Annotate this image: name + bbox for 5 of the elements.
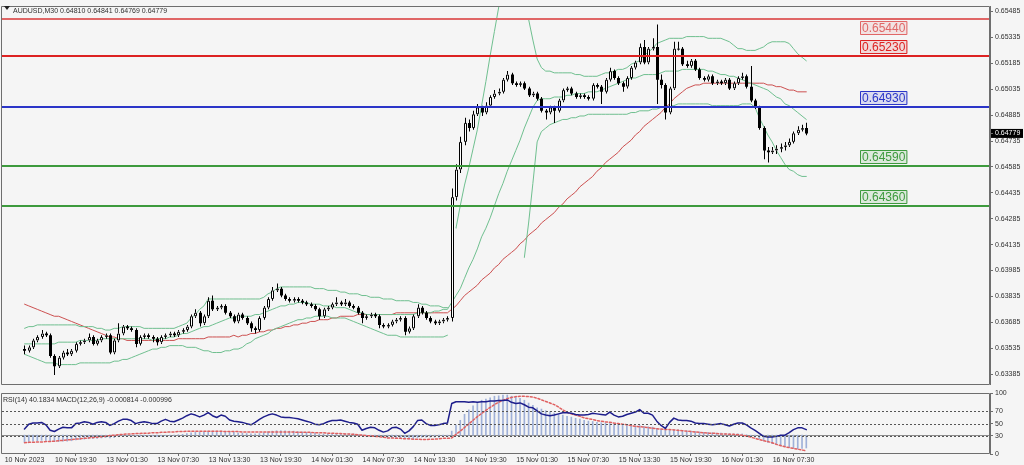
ref-line-label: 0.64360 [862, 189, 906, 204]
ref-line-label: 0.64930 [862, 90, 906, 105]
ref-line-label: 0.65440 [862, 20, 906, 35]
ref-line-label: 0.64590 [862, 149, 906, 164]
ref-line-label: 0.65230 [862, 39, 906, 54]
